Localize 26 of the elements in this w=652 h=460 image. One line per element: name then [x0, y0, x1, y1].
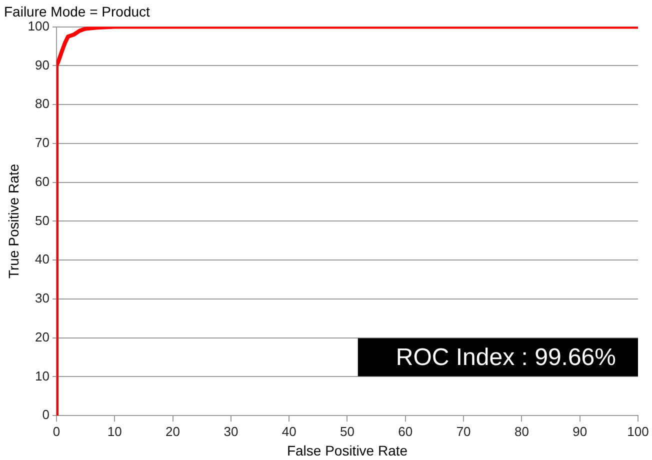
y-axis-title: True Positive Rate	[5, 164, 22, 279]
x-tick-label: 100	[627, 424, 649, 439]
x-tick-label: 70	[456, 424, 471, 439]
y-tick-label: 80	[35, 96, 50, 112]
y-tick-label: 30	[35, 290, 50, 306]
y-tick-label: 10	[35, 368, 50, 384]
y-tick-label: 40	[35, 252, 50, 267]
y-tick-label: 20	[35, 329, 50, 344]
annotation: ROC Index : 99.66%	[396, 344, 616, 371]
y-tick-label: 70	[35, 135, 50, 150]
y-tick-label: 50	[35, 212, 50, 228]
x-tick-label: 50	[340, 424, 354, 439]
x-tick-label: 40	[282, 424, 296, 439]
y-tick-label: 60	[35, 174, 50, 189]
x-tick-label: 80	[514, 424, 529, 439]
y-tick-label: 0	[42, 407, 50, 422]
x-tick-label: 10	[107, 424, 122, 439]
x-tick-label: 90	[572, 424, 588, 439]
y-tick-label: 100	[28, 18, 50, 34]
x-tick-label: 60	[398, 424, 413, 439]
y-tick-label: 90	[35, 57, 50, 72]
x-tick-label: 30	[224, 424, 238, 439]
x-tick-label: 0	[52, 424, 60, 439]
chart-title: Failure Mode = Product	[4, 3, 150, 20]
x-axis-title: False Positive Rate	[286, 442, 408, 458]
x-tick-label: 20	[166, 424, 180, 439]
